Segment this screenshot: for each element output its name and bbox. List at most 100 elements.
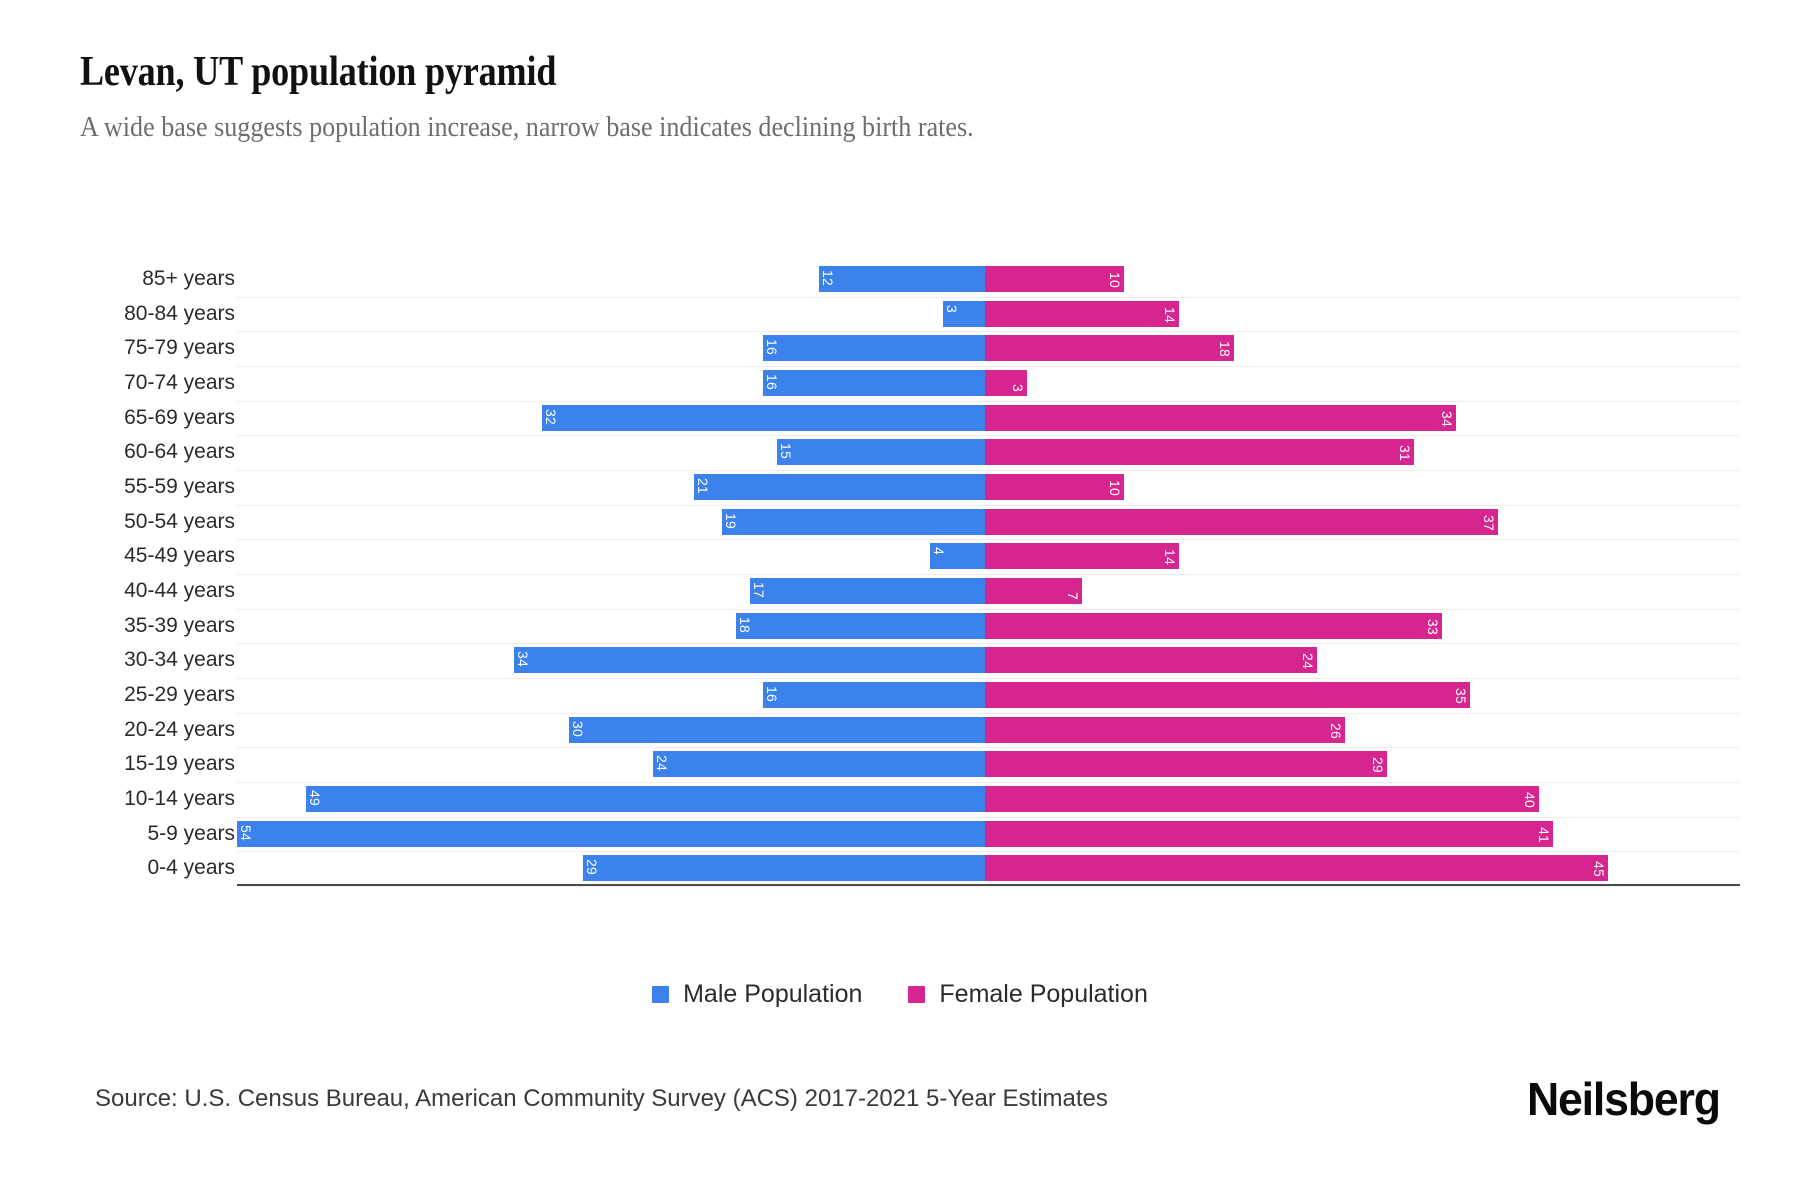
gridline bbox=[237, 435, 1740, 436]
chart-legend: Male Population Female Population bbox=[0, 980, 1800, 1009]
bar-male[interactable]: 24 bbox=[652, 751, 985, 778]
bar-value-label: 31 bbox=[1397, 445, 1414, 462]
bar-male[interactable]: 4 bbox=[929, 543, 985, 570]
y-axis-label: 60-64 years bbox=[124, 440, 235, 464]
bar-male[interactable]: 34 bbox=[514, 647, 985, 674]
bar-male[interactable]: 16 bbox=[763, 335, 985, 362]
bar-value-label: 30 bbox=[570, 720, 587, 737]
y-axis-label: 5-9 years bbox=[147, 821, 235, 845]
bar-male[interactable]: 17 bbox=[749, 578, 985, 604]
y-axis-label: 80-84 years bbox=[124, 301, 235, 325]
bar-female[interactable]: 10 bbox=[985, 266, 1124, 292]
bar-value-label: 14 bbox=[1161, 549, 1178, 566]
bar-female[interactable]: 35 bbox=[985, 682, 1470, 708]
gridline bbox=[237, 470, 1740, 471]
bar-value-label: 41 bbox=[1535, 826, 1552, 843]
legend-item-male[interactable]: Male Population bbox=[652, 980, 862, 1009]
y-axis-label: 10-14 years bbox=[124, 787, 235, 810]
y-axis-label: 45-49 years bbox=[124, 544, 235, 568]
bar-value-label: 4 bbox=[930, 547, 947, 556]
gridline bbox=[237, 817, 1740, 818]
bar-female[interactable]: 34 bbox=[985, 404, 1456, 431]
bar-value-label: 40 bbox=[1522, 792, 1539, 808]
bar-value-label: 21 bbox=[695, 478, 712, 494]
pyramid-row: 18 33 bbox=[237, 609, 1740, 644]
bar-male[interactable]: 16 bbox=[763, 682, 985, 708]
bar-female[interactable]: 29 bbox=[985, 751, 1387, 778]
gridline bbox=[237, 366, 1740, 367]
bar-female[interactable]: 7 bbox=[985, 578, 1082, 604]
bar-value-label: 24 bbox=[653, 755, 670, 772]
pyramid-row: 12 10 bbox=[237, 262, 1740, 297]
gridline bbox=[237, 297, 1740, 298]
bar-value-label: 34 bbox=[1438, 410, 1455, 427]
source-note: Source: U.S. Census Bureau, American Com… bbox=[95, 1085, 1108, 1112]
bar-value-label: 10 bbox=[1106, 272, 1123, 288]
gridline bbox=[237, 539, 1740, 540]
chart-subtitle: A wide base suggests population increase… bbox=[80, 111, 974, 144]
gridline bbox=[237, 331, 1740, 332]
pyramid-row: 19 37 bbox=[237, 505, 1740, 540]
plot-grid: 12 10 3 14 16 18 16 3 32 34 15 31 21 10 19 37 4 14 17 7 18 33… bbox=[237, 262, 1740, 887]
bar-female[interactable]: 24 bbox=[985, 647, 1318, 674]
population-pyramid-plot: 85+ years 80-84 years 75-79 years 70-74 yea… bbox=[80, 262, 1740, 912]
bar-male[interactable]: 32 bbox=[541, 404, 985, 431]
pyramid-row: 49 40 bbox=[237, 782, 1740, 817]
bar-value-label: 29 bbox=[584, 859, 601, 876]
bar-male[interactable]: 15 bbox=[777, 439, 985, 466]
bar-female[interactable]: 41 bbox=[985, 820, 1553, 847]
axis-baseline bbox=[237, 884, 1740, 886]
y-axis-label: 40-44 years bbox=[124, 579, 235, 602]
gridline bbox=[237, 401, 1740, 402]
pyramid-row: 15 31 bbox=[237, 435, 1740, 470]
bar-value-label: 29 bbox=[1369, 757, 1386, 774]
gridline bbox=[237, 886, 1740, 887]
bar-male[interactable]: 3 bbox=[943, 300, 985, 327]
bar-female[interactable]: 26 bbox=[985, 716, 1346, 743]
bar-male[interactable]: 18 bbox=[735, 612, 985, 639]
bar-value-label: 35 bbox=[1452, 688, 1469, 704]
bar-value-label: 3 bbox=[944, 304, 961, 313]
bar-value-label: 12 bbox=[819, 270, 836, 286]
male-swatch-icon bbox=[652, 986, 670, 1003]
bar-female[interactable]: 10 bbox=[985, 474, 1124, 500]
gridline bbox=[237, 505, 1740, 506]
bar-male[interactable]: 30 bbox=[569, 716, 985, 743]
bar-male[interactable]: 16 bbox=[763, 370, 985, 396]
bar-male[interactable]: 12 bbox=[818, 266, 985, 292]
y-axis-label: 0-4 years bbox=[147, 856, 235, 880]
y-axis-label: 15-19 years bbox=[124, 752, 235, 776]
y-axis-label: 25-29 years bbox=[124, 683, 235, 706]
bar-female[interactable]: 31 bbox=[985, 439, 1415, 466]
bar-value-label: 32 bbox=[542, 408, 559, 425]
bar-value-label: 18 bbox=[1217, 341, 1234, 358]
bar-female[interactable]: 3 bbox=[985, 370, 1027, 396]
chart-footer: Source: U.S. Census Bureau, American Com… bbox=[95, 1072, 1721, 1126]
bar-value-label: 54 bbox=[238, 824, 254, 841]
bar-rows: 12 10 3 14 16 18 16 3 32 34 15 31 21 10 19 37 4 14 17 7 18 33… bbox=[237, 262, 1740, 886]
bar-value-label: 45 bbox=[1591, 861, 1608, 878]
bar-male[interactable]: 19 bbox=[721, 508, 985, 535]
y-axis-label: 30-34 years bbox=[124, 648, 235, 672]
bar-female[interactable]: 14 bbox=[985, 543, 1179, 570]
bar-value-label: 16 bbox=[764, 339, 781, 356]
bar-male[interactable]: 54 bbox=[237, 820, 985, 847]
bar-value-label: 16 bbox=[764, 374, 781, 390]
bar-value-label: 49 bbox=[307, 790, 324, 806]
bar-female[interactable]: 45 bbox=[985, 855, 1609, 882]
bar-female[interactable]: 40 bbox=[985, 786, 1540, 812]
bar-female[interactable]: 33 bbox=[985, 612, 1443, 639]
bar-male[interactable]: 49 bbox=[306, 786, 985, 812]
bar-female[interactable]: 37 bbox=[985, 508, 1498, 535]
bar-female[interactable]: 18 bbox=[985, 335, 1235, 362]
bar-male[interactable]: 21 bbox=[694, 474, 985, 500]
page-title: Levan, UT population pyramid bbox=[80, 49, 557, 95]
bar-value-label: 18 bbox=[736, 616, 753, 633]
legend-label-male: Male Population bbox=[683, 980, 863, 1008]
bar-male[interactable]: 29 bbox=[583, 855, 985, 882]
female-swatch-icon bbox=[908, 986, 926, 1003]
legend-item-female[interactable]: Female Population bbox=[908, 980, 1148, 1009]
bar-female[interactable]: 14 bbox=[985, 300, 1179, 327]
gridline bbox=[237, 782, 1740, 783]
